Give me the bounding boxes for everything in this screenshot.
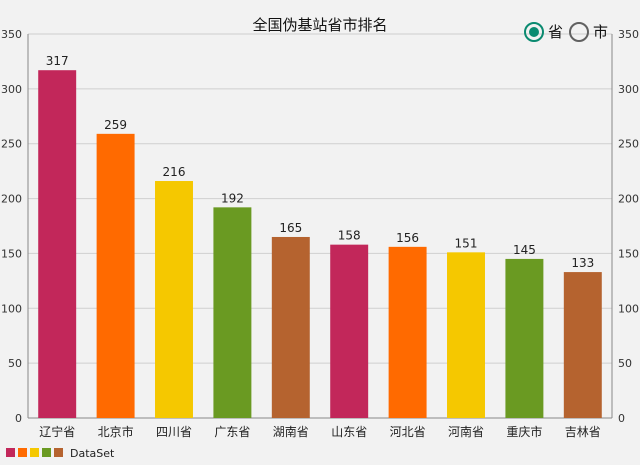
legend-swatch bbox=[6, 448, 15, 457]
y-tick-label-right: 100 bbox=[618, 302, 639, 315]
radio-city[interactable]: 市 bbox=[569, 21, 608, 42]
radio-city-label: 市 bbox=[593, 23, 609, 41]
chart-bars bbox=[38, 70, 602, 418]
x-tick-label: 广东省 bbox=[214, 425, 250, 439]
bar[interactable] bbox=[447, 252, 485, 418]
bar[interactable] bbox=[96, 133, 135, 418]
x-tick-label: 辽宁省 bbox=[39, 424, 75, 439]
bar-value-label: 145 bbox=[513, 243, 536, 257]
chart-value-labels: 317 259 216 192 165 158 156 151 145 133 bbox=[46, 54, 595, 270]
bar[interactable] bbox=[213, 207, 252, 418]
x-tick-label: 河南省 bbox=[448, 424, 484, 439]
x-tick-label: 四川省 bbox=[156, 425, 192, 439]
bar-value-label: 156 bbox=[396, 231, 419, 245]
y-tick-label-left: 200 bbox=[1, 193, 22, 206]
y-tick-label-right: 350 bbox=[618, 28, 639, 41]
bar-value-label: 216 bbox=[163, 165, 186, 179]
y-tick-label-right: 50 bbox=[618, 357, 632, 370]
bar-value-label: 151 bbox=[455, 236, 478, 250]
province-city-toggle: 省 市 bbox=[524, 21, 614, 42]
legend-label: DataSet bbox=[70, 447, 115, 460]
bar-value-label: 317 bbox=[46, 54, 69, 68]
y-tick-label-right: 250 bbox=[618, 138, 639, 151]
radio-province-circle[interactable] bbox=[524, 21, 544, 42]
bar[interactable] bbox=[505, 258, 544, 418]
x-tick-label: 吉林省 bbox=[565, 425, 601, 439]
bar[interactable] bbox=[155, 181, 193, 418]
radio-province-label: 省 bbox=[548, 23, 564, 41]
x-tick-label: 湖南省 bbox=[273, 424, 309, 439]
bar-value-label: 259 bbox=[104, 118, 127, 132]
y-tick-label-right: 200 bbox=[618, 193, 639, 206]
bar[interactable] bbox=[330, 244, 369, 418]
x-tick-label: 山东省 bbox=[331, 425, 367, 439]
bar[interactable] bbox=[388, 246, 427, 418]
y-tick-label-left: 350 bbox=[1, 28, 22, 41]
y-tick-label-left: 0 bbox=[15, 412, 22, 425]
chart-y-labels: 0 0 50 50 100 100 150 150 200 200 250 250 300 300 350 3… bbox=[1, 28, 639, 425]
y-tick-label-left: 250 bbox=[1, 138, 22, 151]
chart-x-labels: 辽宁省 北京市 四川省 广东省 湖南省 山东省 河北省 河南省 重庆市 吉林省 bbox=[39, 424, 601, 439]
bar-value-label: 133 bbox=[571, 256, 594, 270]
radio-city-circle[interactable] bbox=[569, 21, 590, 42]
y-tick-label-left: 50 bbox=[8, 357, 22, 370]
legend-swatch bbox=[42, 448, 51, 457]
y-tick-label-right: 150 bbox=[618, 247, 639, 260]
radio-checked-dot bbox=[529, 26, 539, 37]
y-tick-label-left: 150 bbox=[1, 247, 22, 260]
legend-swatch bbox=[54, 448, 63, 457]
bar-value-label: 158 bbox=[338, 229, 361, 243]
radio-province[interactable]: 省 bbox=[524, 21, 563, 42]
y-tick-label-right: 300 bbox=[618, 83, 639, 96]
bar-value-label: 192 bbox=[221, 191, 244, 205]
x-tick-label: 河北省 bbox=[390, 425, 426, 439]
bar[interactable] bbox=[38, 70, 77, 418]
x-tick-label: 重庆市 bbox=[506, 424, 542, 439]
y-tick-label-left: 300 bbox=[1, 83, 22, 96]
bar[interactable] bbox=[563, 272, 602, 418]
chart-legend: DataSet bbox=[6, 447, 115, 460]
y-tick-label-right: 0 bbox=[618, 412, 625, 425]
legend-swatch bbox=[18, 448, 27, 457]
bar-value-label: 165 bbox=[279, 221, 302, 235]
x-tick-label: 北京市 bbox=[98, 424, 134, 439]
legend-swatch bbox=[30, 448, 39, 457]
bar[interactable] bbox=[271, 236, 310, 418]
chart-title: 全国伪基站省市排名 bbox=[252, 16, 387, 34]
y-tick-label-left: 100 bbox=[1, 302, 22, 315]
